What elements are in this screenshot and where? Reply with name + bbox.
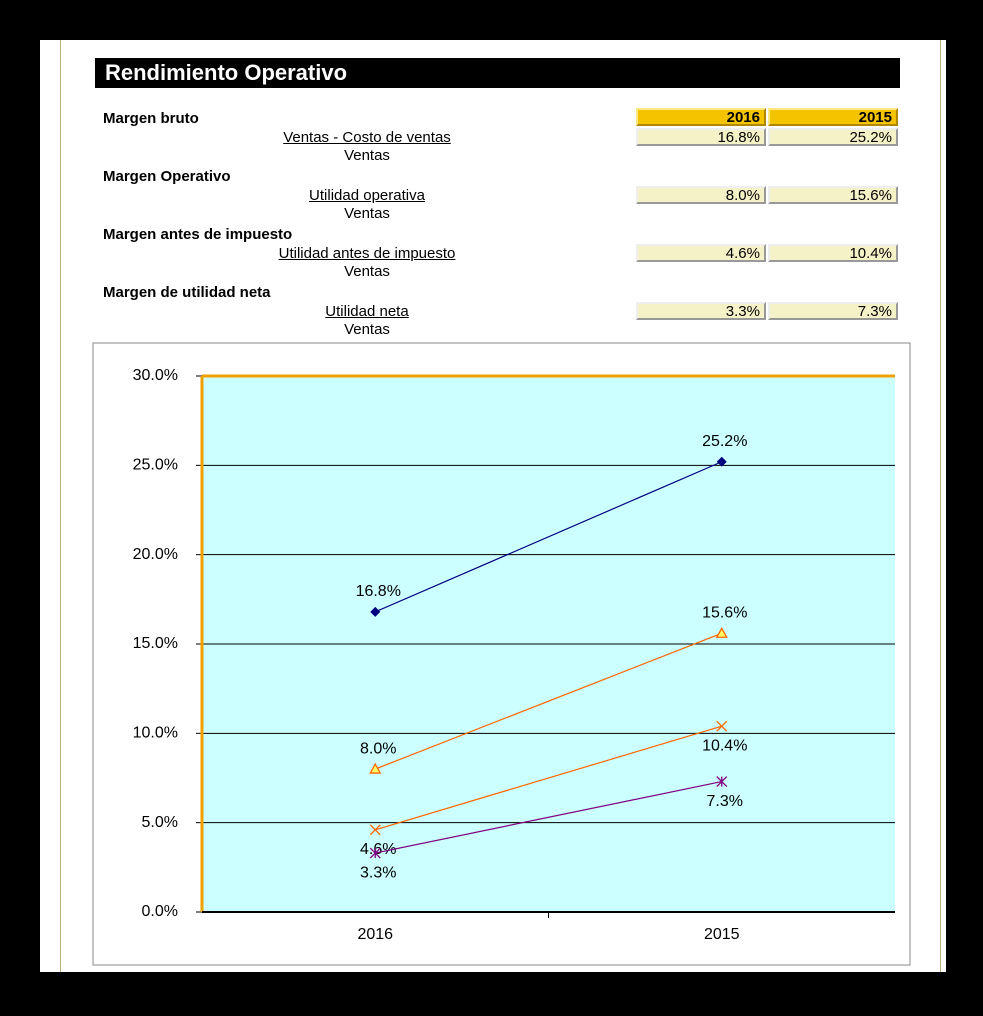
x-tick-label: 2016 xyxy=(357,926,393,943)
denominator: Ventas xyxy=(344,321,390,338)
data-label: 15.6% xyxy=(702,604,747,621)
metric-label: Margen de utilidad neta xyxy=(103,284,271,301)
numerator: Utilidad antes de impuesto xyxy=(278,245,456,262)
sheet-edge xyxy=(60,40,61,972)
data-label: 10.4% xyxy=(702,737,747,754)
sheet-edge xyxy=(940,40,941,972)
year-header: 2016 xyxy=(636,108,766,126)
y-tick-label: 30.0% xyxy=(133,367,178,384)
value-cell: 3.3% xyxy=(636,302,766,320)
value-cell: 16.8% xyxy=(636,128,766,146)
denominator: Ventas xyxy=(344,205,390,222)
numerator: Utilidad operativa xyxy=(309,187,425,204)
series-line xyxy=(375,780,722,854)
marker xyxy=(370,606,381,617)
value-cell: 25.2% xyxy=(768,128,898,146)
y-tick-label: 15.0% xyxy=(133,635,178,652)
title: Rendimiento Operativo xyxy=(95,58,900,88)
marker xyxy=(369,847,381,859)
marker xyxy=(369,824,381,836)
value-cell: 8.0% xyxy=(636,186,766,204)
denominator: Ventas xyxy=(344,263,390,280)
marker xyxy=(369,762,382,774)
series-line xyxy=(375,632,722,770)
series-line xyxy=(375,725,722,831)
value-cell: 10.4% xyxy=(768,244,898,262)
metric-label: Margen antes de impuesto xyxy=(103,226,293,243)
marker xyxy=(716,720,728,732)
y-tick-label: 0.0% xyxy=(142,903,178,920)
data-label: 8.0% xyxy=(360,740,396,757)
numerator: Ventas - Costo de ventas xyxy=(283,129,451,146)
value-cell: 15.6% xyxy=(768,186,898,204)
y-tick-label: 25.0% xyxy=(133,457,178,474)
value-cell: 4.6% xyxy=(636,244,766,262)
data-label: 3.3% xyxy=(360,864,396,881)
data-label: 16.8% xyxy=(356,583,401,600)
x-tick-label: 2015 xyxy=(704,926,740,943)
marker xyxy=(716,456,727,467)
metric-label: Margen bruto xyxy=(103,110,199,127)
series-line xyxy=(375,461,722,613)
numerator: Utilidad neta xyxy=(325,303,409,320)
data-label: 7.3% xyxy=(707,793,743,810)
value-cell: 7.3% xyxy=(768,302,898,320)
denominator: Ventas xyxy=(344,147,390,164)
y-tick-label: 20.0% xyxy=(133,546,178,563)
year-header: 2015 xyxy=(768,108,898,126)
metric-label: Margen Operativo xyxy=(103,168,231,185)
y-tick-label: 10.0% xyxy=(133,725,178,742)
marker xyxy=(715,626,728,638)
data-label: 25.2% xyxy=(702,433,747,450)
y-tick-label: 5.0% xyxy=(142,814,178,831)
marker xyxy=(716,776,728,788)
